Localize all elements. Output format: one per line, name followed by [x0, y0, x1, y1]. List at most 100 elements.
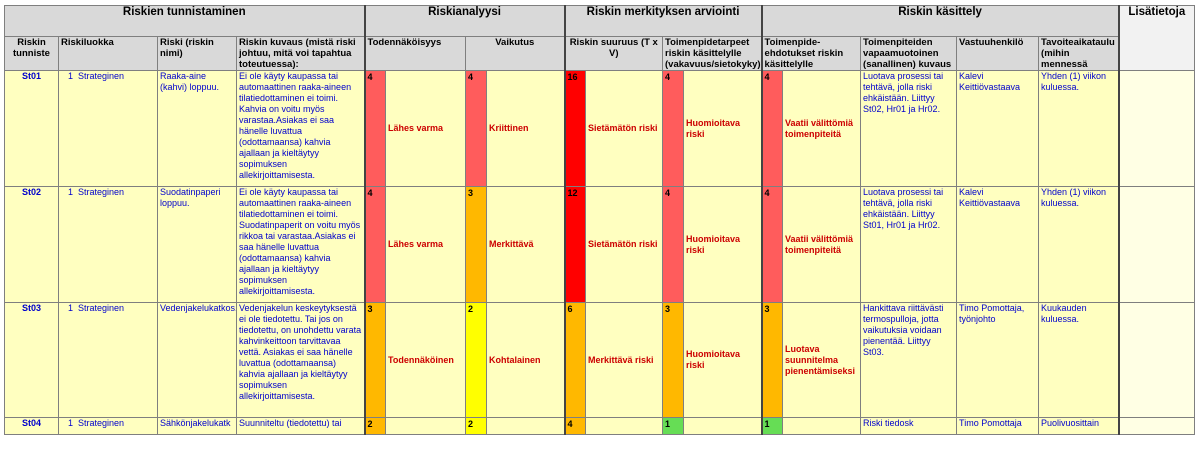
risk-id-cell: St02	[4, 186, 59, 303]
action-description-cell: Luotava prosessi tai tehtävä, jolla risk…	[860, 186, 958, 303]
magnitude-label: Sietämätön riski	[585, 70, 664, 187]
table-row: St02 1 Strateginen Suodatinpaperi loppuu.…	[4, 186, 1196, 303]
impact-label	[485, 417, 566, 435]
impact-score: 3	[465, 186, 487, 303]
proposal-score: 4	[761, 70, 784, 187]
proposal-score: 4	[761, 186, 784, 303]
measure-need-label: Huomioitava riski	[683, 186, 763, 303]
impact-label: Kohtalainen	[485, 302, 566, 418]
risk-class-number: 1	[67, 303, 73, 314]
risk-description-cell: Vedenjakelun keskeytyksestä ei ole tiedo…	[236, 302, 366, 418]
magnitude-score: 12	[564, 186, 587, 303]
owner-cell: Kalevi Keittiövastaava	[956, 186, 1040, 303]
table-row: St01 1 Strateginen Raaka-aine (kahvi) lop…	[4, 70, 1196, 187]
column-header-lisatietoja: Lisätietoja	[1118, 5, 1196, 71]
risk-class-number: 1	[67, 418, 73, 429]
proposal-label: Vaatii välittömiä toimenpiteitä	[782, 70, 862, 187]
measure-need-score: 3	[662, 302, 685, 418]
column-header-toimenpidetarpeet: Toimenpidetarpeet riskin käsittelylle (v…	[662, 36, 763, 71]
measure-need-label	[683, 417, 763, 435]
schedule-cell: Kuukauden kuluessa.	[1038, 302, 1120, 418]
column-header-vastuuhenkilo: Vastuuhenkilö	[956, 36, 1040, 71]
schedule-cell: Yhden (1) viikon kuluessa.	[1038, 186, 1120, 303]
risk-name-cell: Sähkönjakelukatk	[157, 417, 237, 435]
proposal-score: 3	[761, 302, 784, 418]
magnitude-label	[585, 417, 664, 435]
proposal-label: Vaatii välittömiä toimenpiteitä	[782, 186, 862, 303]
impact-score: 2	[465, 417, 487, 435]
schedule-cell: Puolivuosittain	[1038, 417, 1120, 435]
magnitude-label: Merkittävä riski	[585, 302, 664, 418]
column-header-tavoiteaikataulu: Tavoiteaikataulu (mihin mennessä	[1038, 36, 1120, 71]
risk-class-name: Strateginen	[78, 71, 125, 82]
probability-label: Todennäköinen	[385, 302, 466, 418]
magnitude-label: Sietämätön riski	[585, 186, 664, 303]
impact-score: 2	[465, 302, 487, 418]
risk-class-cell: 1 Strateginen	[58, 186, 158, 303]
risk-id-cell: St03	[4, 302, 59, 418]
risk-id-cell: St04	[4, 417, 59, 435]
proposal-score: 1	[761, 417, 784, 435]
impact-label: Kriittinen	[485, 70, 566, 187]
probability-score: 4	[364, 70, 386, 187]
risk-name-cell: Raaka-aine (kahvi) loppuu.	[157, 70, 237, 187]
measure-need-score: 4	[662, 70, 685, 187]
risk-id-cell: St01	[4, 70, 59, 187]
proposal-label: Luotava suunnitelma pienentämiseksi	[782, 302, 862, 418]
action-description-cell: Luotava prosessi tai tehtävä, jolla risk…	[860, 70, 958, 187]
risk-class-number: 1	[67, 187, 73, 198]
owner-cell: Timo Pomottaja	[956, 417, 1040, 435]
risk-table: Riskien tunnistaminen Riskianalyysi Risk…	[4, 5, 1196, 435]
schedule-cell: Yhden (1) viikon kuluessa.	[1038, 70, 1120, 187]
extra-info-cell	[1118, 70, 1196, 187]
risk-class-cell: 1 Strateginen	[58, 417, 158, 435]
risk-class-name: Strateginen	[78, 187, 125, 198]
risk-class-cell: 1 Strateginen	[58, 70, 158, 187]
impact-score: 4	[465, 70, 487, 187]
probability-label: Lähes varma	[385, 70, 466, 187]
extra-info-cell	[1118, 302, 1196, 418]
group-header-kasittely: Riskin käsittely	[761, 5, 1120, 37]
group-header-arviointi: Riskin merkityksen arviointi	[564, 5, 763, 37]
measure-need-score: 4	[662, 186, 685, 303]
action-description-cell: Hankittava riittävästi termospulloja, jo…	[860, 302, 958, 418]
measure-need-label: Huomioitava riski	[683, 302, 763, 418]
column-header-riskiluokka: Riskiluokka	[58, 36, 158, 71]
risk-class-number: 1	[67, 71, 73, 82]
column-header-todennakoisyys: Todennäköisyys	[364, 36, 466, 71]
table-row: St04 1 Strateginen Sähkönjakelukatk Suunn…	[4, 417, 1196, 435]
group-header-tunnistaminen: Riskien tunnistaminen	[4, 5, 366, 37]
probability-label	[385, 417, 466, 435]
group-header-analyysi: Riskianalyysi	[363, 5, 566, 37]
owner-cell: Kalevi Keittiövastaava	[956, 70, 1040, 187]
column-header-ehdotukset: Toimenpide-ehdotukset riskin käsittelyll…	[761, 36, 862, 71]
risk-name-cell: Vedenjakelukatkos.	[157, 302, 237, 418]
risk-description-cell: Ei ole käyty kaupassa tai automaattinen …	[236, 186, 366, 303]
extra-info-cell	[1118, 186, 1196, 303]
magnitude-score: 6	[564, 302, 587, 418]
column-header-tunniste: Riskin tunniste	[4, 36, 59, 71]
owner-cell: Timo Pomottaja, työnjohto	[956, 302, 1040, 418]
risk-description-cell: Ei ole käyty kaupassa tai automaattinen …	[236, 70, 366, 187]
probability-label: Lähes varma	[385, 186, 466, 303]
column-header-vaikutus: Vaikutus	[464, 36, 566, 71]
table-row: St03 1 Strateginen Vedenjakelukatkos. Ved…	[4, 302, 1196, 418]
probability-score: 2	[364, 417, 386, 435]
column-header-suuruus: Riskin suuruus (T x V)	[564, 36, 664, 71]
probability-score: 4	[364, 186, 386, 303]
column-header-riski: Riski (riskin nimi)	[157, 36, 237, 71]
risk-class-name: Strateginen	[78, 418, 125, 429]
probability-score: 3	[364, 302, 386, 418]
action-description-cell: Riski tiedosk	[860, 417, 958, 435]
magnitude-score: 16	[564, 70, 587, 187]
risk-name-cell: Suodatinpaperi loppuu.	[157, 186, 237, 303]
magnitude-score: 4	[564, 417, 587, 435]
column-header-vapaamuotoinen: Toimenpiteiden vapaamuotoinen (sanalline…	[860, 36, 958, 71]
risk-description-cell: Suunniteltu (tiedotettu) tai	[236, 417, 366, 435]
impact-label: Merkittävä	[485, 186, 566, 303]
measure-need-score: 1	[662, 417, 685, 435]
column-header-kuvaus: Riskin kuvaus (mistä riski johtuu, mitä …	[236, 36, 366, 71]
risk-class-name: Strateginen	[78, 303, 125, 314]
measure-need-label: Huomioitava riski	[683, 70, 763, 187]
risk-class-cell: 1 Strateginen	[58, 302, 158, 418]
